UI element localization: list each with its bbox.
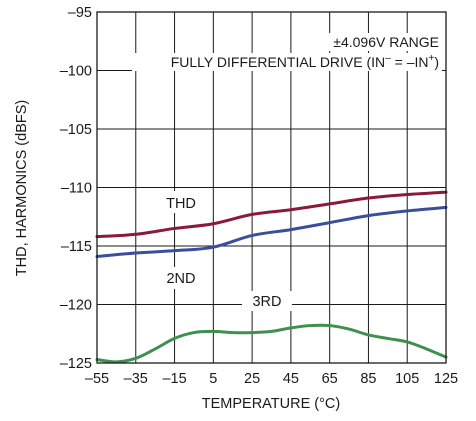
series-label-thd-text: THD xyxy=(166,196,196,212)
series-label-3rd-text: 3RD xyxy=(252,294,281,310)
x-tick-label: 105 xyxy=(395,371,419,387)
annotation-drive: FULLY DIFFERENTIAL DRIVE (IN– = –IN+) xyxy=(132,53,442,71)
x-tick-label: –35 xyxy=(124,371,148,387)
y-axis-label: THD, HARMONICS (dBFS) xyxy=(14,100,30,276)
x-tick-label: 5 xyxy=(209,371,217,387)
annotation-drive-prefix: FULLY DIFFERENTIAL DRIVE (IN xyxy=(171,54,385,70)
y-tick-label: –105 xyxy=(60,122,92,138)
x-tick-label: 25 xyxy=(244,371,260,387)
annotation-range: ±4.096V RANGE xyxy=(312,33,442,51)
x-tick-label: –55 xyxy=(85,371,109,387)
annotation-drive-mid: = –IN xyxy=(391,54,429,70)
y-tick-label: –100 xyxy=(60,64,92,80)
y-tick-label: –125 xyxy=(60,356,92,372)
x-tick-label: 65 xyxy=(322,371,338,387)
x-tick-label: 85 xyxy=(360,371,376,387)
series-label-2nd-text: 2ND xyxy=(166,271,195,287)
annotation-drive-text: FULLY DIFFERENTIAL DRIVE (IN– = –IN+) xyxy=(171,53,439,70)
series-label-2nd: 2ND xyxy=(158,267,204,289)
x-axis-label: TEMPERATURE (°C) xyxy=(202,396,340,412)
y-tick-label: –110 xyxy=(61,181,92,197)
series-label-3rd: 3RD xyxy=(242,291,292,311)
y-tick-label: –120 xyxy=(60,298,92,314)
x-tick-label: 45 xyxy=(283,371,299,387)
annotation-drive-suffix: ) xyxy=(434,54,439,70)
annotation-range-text: ±4.096V RANGE xyxy=(333,34,439,50)
y-tick-label: –95 xyxy=(68,5,92,21)
series-label-thd: THD xyxy=(158,191,204,213)
y-tick-label: –115 xyxy=(61,239,92,255)
x-tick-label: 125 xyxy=(434,371,458,387)
x-tick-label: –15 xyxy=(162,371,186,387)
